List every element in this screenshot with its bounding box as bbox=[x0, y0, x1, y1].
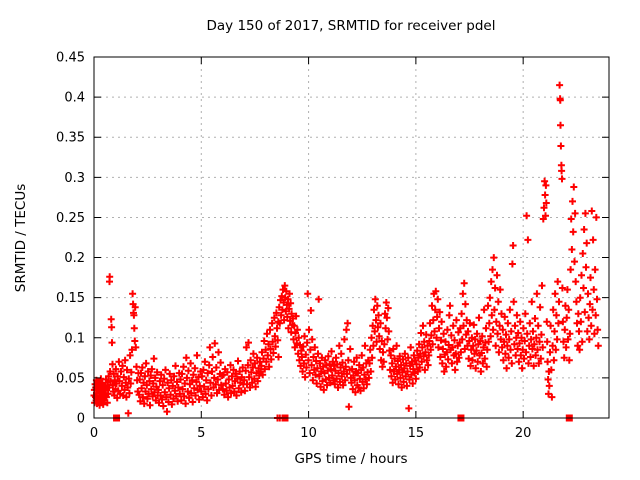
x-tick-label: 0 bbox=[90, 426, 98, 441]
y-tick-label: 0.35 bbox=[56, 131, 85, 146]
chart-title: Day 150 of 2017, SRMTID for receiver pde… bbox=[207, 18, 496, 34]
grid-line bbox=[94, 57, 609, 418]
x-tick-label: 5 bbox=[197, 426, 205, 441]
y-tick-label: 0.45 bbox=[56, 51, 85, 66]
x-tick-label: 15 bbox=[408, 426, 425, 441]
x-tick-label: 10 bbox=[300, 426, 317, 441]
series-zero-line-markers bbox=[113, 414, 573, 422]
tick-labels: 0 5 10 15 20 0 0.05 0.1 0.15 0.2 0.25 0.3 0.35 0.4 0.4… bbox=[56, 51, 531, 442]
x-axis-label: GPS time / hours bbox=[294, 451, 407, 467]
y-tick-label: 0.4 bbox=[64, 91, 85, 106]
y-axis-label: SRMTID / TECUs bbox=[13, 184, 29, 292]
series-srmtid-points bbox=[90, 81, 602, 422]
scatter-points bbox=[90, 81, 602, 422]
plot-border bbox=[93, 56, 610, 419]
y-tick-label: 0.1 bbox=[64, 331, 85, 346]
y-tick-label: 0.3 bbox=[64, 171, 85, 186]
x-tick-label: 20 bbox=[515, 426, 532, 441]
gridlines bbox=[94, 57, 609, 418]
y-tick-label: 0.25 bbox=[56, 211, 85, 226]
y-tick-label: 0.05 bbox=[56, 371, 85, 386]
y-tick-label: 0.15 bbox=[56, 291, 85, 306]
y-tick-label: 0 bbox=[77, 412, 85, 427]
y-tick-label: 0.2 bbox=[64, 251, 85, 266]
